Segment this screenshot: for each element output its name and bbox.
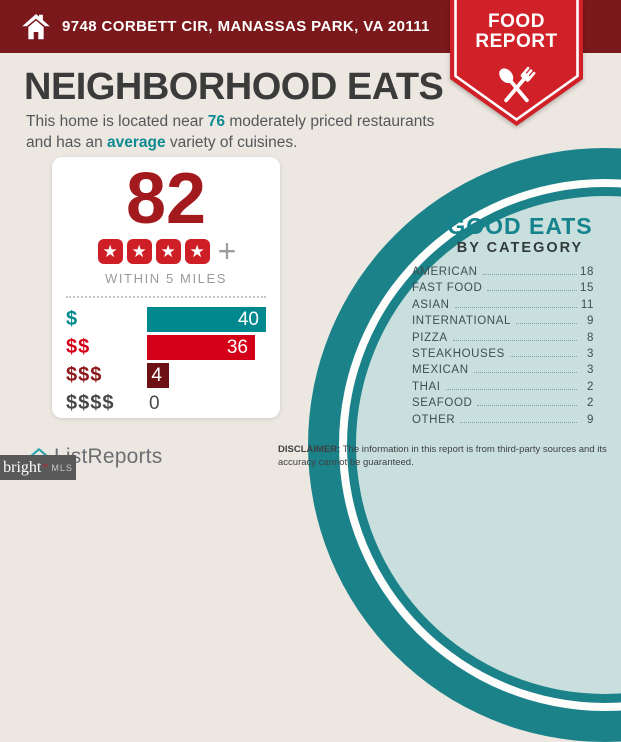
category-list-item: STEAKHOUSES 3 [412,348,594,364]
price-level-label: $ [66,308,79,330]
disclaimer-bold: DISCLAIMER: [278,444,341,455]
property-address: 9748 CORBETT CIR, MANASSAS PARK, VA 2011… [62,18,430,35]
subtitle-text: moderately priced restaurants and has an [26,113,435,151]
category-list-item: FAST FOOD 15 [412,282,594,298]
category-label: PIZZA [412,331,448,344]
category-value: 9 [587,315,594,328]
badge-title-line1: FOOD [488,11,545,32]
subtitle-text: This home is located near [26,113,208,130]
bright-mls-suffix: MLS [51,462,73,473]
restaurant-count: 76 [207,113,226,130]
category-value: 2 [587,397,594,410]
food-score: 82 [125,159,207,239]
category-list: AMERICAN 18 FAST FOOD 15 ASIAN 11 INTERN… [412,266,594,430]
dotted-leader [477,405,577,407]
category-label: INTERNATIONAL [412,315,511,328]
price-bar: 0 [149,392,160,414]
food-report-badge: FOOD REPORT [450,0,583,126]
category-label: SEAFOOD [412,397,473,410]
category-label: STEAKHOUSES [412,347,505,360]
disclaimer: DISCLAIMER: The information in this repo… [278,444,618,470]
score-card: 82 ★ ★ ★ ★ + WITHIN 5 MILES $ 40 $$ 36 $$$ 4… [52,157,280,418]
price-bar-row: $$$$ 0 [66,391,266,416]
page-subtitle: This home is located near 76 moderately … [26,112,438,154]
bright-mls-logo: bright ™ MLS [0,455,76,480]
price-bar: 4 [147,363,169,388]
star-icon: ★ [155,238,181,264]
dotted-leader [452,339,577,341]
category-panel-subtitle: BY CATEGORY [456,240,584,256]
category-value: 8 [587,331,594,344]
disclaimer-line2: accuracy cannot be guaranteed. [278,456,414,468]
price-level-chart: $ 40 $$ 36 $$$ 4 $$$$ 0 [52,307,280,416]
price-bar: 36 [147,335,255,360]
category-list-item: THAI 2 [412,381,594,397]
page-title: NEIGHBORHOOD EATS [24,66,444,108]
badge-title-line2: REPORT [475,31,558,52]
price-level-label: $$ [66,336,91,358]
category-list-item: AMERICAN 18 [412,266,594,282]
price-bar-row: $ 40 [66,307,266,332]
category-label: ASIAN [412,298,450,311]
category-label: THAI [412,380,441,393]
category-list-item: ASIAN 11 [412,299,594,315]
category-value: 3 [587,347,594,360]
dotted-leader [487,290,577,292]
category-value: 3 [587,364,594,377]
price-level-label: $$$ [66,364,103,386]
star-icon: ★ [97,238,123,264]
dotted-leader [482,274,577,275]
category-label: FAST FOOD [412,282,483,295]
badge-ribbon-shape [450,0,583,126]
category-list-item: SEAFOOD 2 [412,397,594,413]
dotted-leader [473,372,577,374]
category-value: 18 [580,266,594,278]
category-label: MEXICAN [412,364,469,377]
price-bar: 40 [146,307,266,332]
star-rating: ★ ★ ★ ★ + [52,233,280,269]
dotted-leader [454,306,577,308]
category-list-item: INTERNATIONAL 9 [412,315,594,331]
bright-mls-name: bright [3,458,42,476]
price-bar-row: $$ 36 [66,335,266,360]
star-icon: ★ [126,238,152,264]
category-value: 15 [580,282,594,295]
category-label: OTHER [412,413,456,426]
listreports-logo-text: ListReports [54,445,163,468]
star-icon: ★ [184,238,210,264]
dotted-leader [445,388,577,390]
dotted-divider [66,296,266,298]
disclaimer-text: The information in this report is from t… [340,444,607,455]
price-level-label: $$$$ [66,392,115,414]
trademark-icon: ™ [41,464,49,471]
dotted-leader [509,355,577,357]
radius-label: WITHIN 5 MILES [104,271,228,286]
price-bar-row: $$$ 4 [66,363,266,388]
category-list-item: PIZZA 8 [412,332,594,348]
dotted-leader [515,323,577,325]
subtitle-text: variety of cuisines. [165,133,298,151]
plus-icon: + [217,233,237,269]
home-icon [22,13,50,39]
category-label: AMERICAN [412,266,478,278]
variety-highlight: average [107,133,166,151]
badge-title: FOOD REPORT [450,12,583,52]
category-panel-title: GOOD EATS [447,213,593,239]
category-value: 2 [587,380,594,393]
category-value: 9 [587,413,594,426]
utensils-icon [499,66,536,103]
dotted-leader [460,421,577,423]
category-list-item: MEXICAN 3 [412,364,594,380]
disclaimer-line1: DISCLAIMER: The information in this repo… [278,444,618,457]
category-list-item: OTHER 9 [412,414,594,430]
category-value: 11 [580,298,594,311]
